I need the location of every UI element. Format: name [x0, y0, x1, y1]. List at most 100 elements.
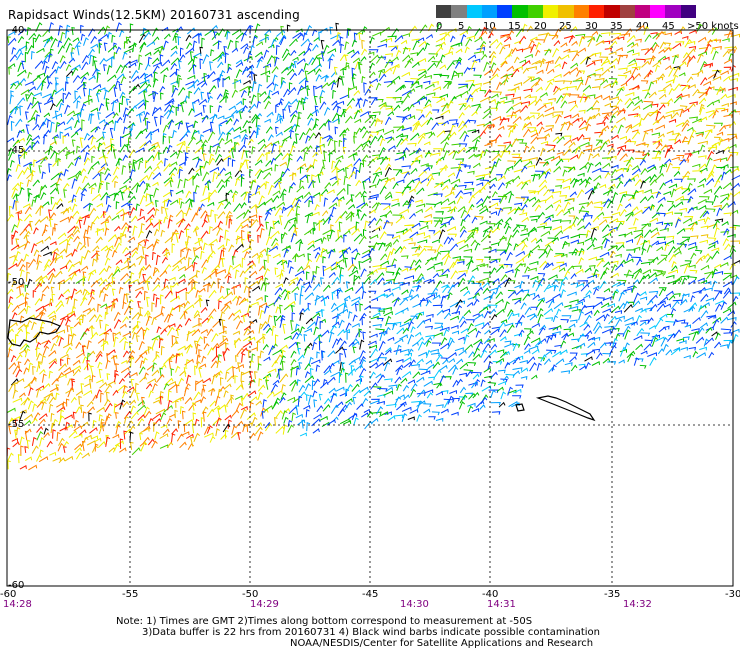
wind-barb — [594, 325, 603, 334]
wind-barb — [602, 308, 611, 313]
wind-barb — [468, 351, 475, 358]
wind-barb — [258, 302, 268, 308]
wind-barb — [619, 153, 628, 162]
wind-barb — [530, 43, 537, 53]
wind-barb — [640, 350, 648, 355]
wind-barb — [372, 386, 382, 391]
wind-barb — [130, 388, 137, 398]
wind-barb — [399, 322, 410, 328]
wind-barb — [235, 61, 244, 68]
wind-barb — [620, 82, 628, 87]
wind-barb — [537, 307, 544, 317]
wind-barb — [152, 240, 159, 251]
wind-barb — [561, 61, 568, 70]
wind-barb — [248, 193, 252, 203]
wind-barb — [353, 233, 363, 242]
wind-barb — [697, 140, 708, 145]
wind-barb — [447, 237, 455, 245]
wind-barb — [131, 250, 138, 258]
wind-barb — [138, 62, 143, 70]
wind-barb — [177, 278, 186, 284]
wind-barb — [250, 301, 259, 306]
wind-barb — [335, 346, 344, 354]
wind-barb — [162, 146, 169, 154]
wind-barb — [472, 82, 482, 87]
wind-barb — [90, 435, 99, 440]
wind-barb — [236, 347, 245, 356]
wind-barb — [666, 313, 674, 318]
wind-barb — [655, 110, 662, 121]
wind-barb — [26, 261, 30, 271]
wind-barb — [127, 225, 132, 232]
wind-barb — [657, 257, 667, 265]
wind-barb — [595, 314, 606, 322]
wind-barb — [619, 208, 627, 217]
wind-barb — [329, 229, 336, 240]
wind-barb — [36, 254, 42, 265]
wind-barb — [320, 381, 329, 389]
wind-barb — [447, 292, 453, 300]
wind-barb — [441, 102, 450, 112]
wind-barb — [369, 62, 376, 71]
wind-barb — [484, 142, 493, 147]
wind-barb — [281, 206, 287, 214]
wind-barb — [618, 291, 625, 302]
wind-barb — [145, 160, 149, 169]
wind-barb — [90, 35, 97, 44]
wind-barb — [460, 218, 466, 227]
wind-barb — [111, 276, 116, 285]
wind-barb — [258, 195, 265, 205]
wind-barb — [536, 362, 542, 371]
wind-barb — [222, 155, 232, 161]
wind-barb — [208, 289, 217, 299]
wind-barb — [591, 52, 602, 56]
wind-barb — [55, 152, 60, 163]
wind-barb — [590, 227, 597, 238]
wind-barb — [251, 252, 259, 258]
wind-barb — [652, 138, 663, 145]
legend-swatch — [436, 5, 452, 18]
wind-barb — [67, 334, 72, 345]
wind-barb — [263, 197, 274, 206]
wind-barb — [355, 221, 360, 231]
wind-barb — [17, 323, 26, 330]
wind-barb — [490, 371, 498, 379]
wind-barb — [363, 276, 371, 285]
wind-barb — [600, 57, 610, 67]
wind-barb — [307, 394, 314, 405]
wind-barb — [428, 23, 435, 32]
wind-barb — [545, 194, 554, 202]
wind-barb — [221, 257, 226, 268]
wind-barb — [361, 39, 365, 49]
wind-barb — [168, 381, 177, 386]
wind-barb — [479, 263, 489, 268]
wind-barb — [379, 231, 387, 240]
wind-barb — [410, 132, 420, 141]
wind-barb — [258, 265, 266, 272]
wind-barb — [348, 269, 359, 277]
wind-barb — [592, 216, 600, 223]
wind-barb — [458, 270, 468, 274]
wind-barb — [12, 365, 20, 375]
wind-barb — [387, 111, 395, 117]
legend-label: 5 — [458, 21, 465, 32]
wind-barb — [482, 195, 490, 205]
wind-barb — [87, 48, 95, 57]
wind-barb — [66, 357, 71, 365]
wind-barb — [26, 133, 33, 141]
wind-barb — [149, 194, 153, 203]
wind-barb — [378, 357, 388, 361]
wind-barb — [290, 365, 299, 371]
legend-swatch — [451, 5, 467, 18]
wind-barb — [719, 344, 729, 348]
wind-barb — [358, 32, 362, 41]
wind-barb — [478, 306, 489, 314]
wind-barb — [403, 394, 411, 401]
wind-barb — [699, 346, 707, 351]
wind-barb — [398, 154, 407, 160]
wind-barb — [407, 198, 415, 209]
wind-barb — [245, 159, 250, 170]
wind-barb — [347, 225, 357, 231]
wind-barb — [248, 238, 255, 249]
wind-barb — [659, 163, 666, 174]
